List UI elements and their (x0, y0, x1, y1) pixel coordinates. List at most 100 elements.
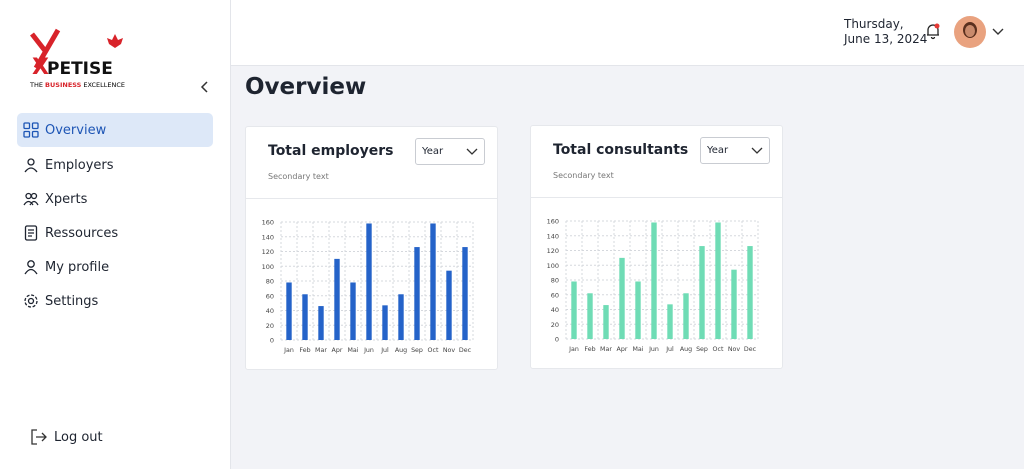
card-subtitle: Secondary text (268, 172, 329, 181)
nav-label: Overview (45, 122, 107, 138)
nav-label: My profile (45, 259, 110, 275)
nav-label: Settings (45, 293, 99, 309)
date: Thursday, June 13, 2024 (844, 17, 927, 47)
bar (398, 294, 404, 340)
chart: 0 20 40 60 80 100 120 140 160 Jan Feb Mar Apr Mai Jun J… (547, 218, 759, 353)
bar (430, 223, 436, 340)
x-tick-label: Jul (665, 346, 674, 353)
icon (23, 192, 39, 206)
date-line: June 13, 2024 (844, 32, 928, 46)
filter-select[interactable]: Year (700, 137, 770, 164)
divider (246, 198, 497, 199)
card-title: Total consultants (553, 142, 689, 158)
icon (24, 260, 38, 275)
user-menu[interactable] (954, 16, 1014, 50)
bar (571, 281, 577, 339)
filter-label: Year (707, 145, 729, 156)
chart: 0 20 40 60 80 100 120 140 160 Jan Feb Mar Apr Mai Jun J… (262, 219, 474, 354)
bar (667, 304, 673, 339)
page-title: Overview (245, 74, 367, 100)
collapse-button[interactable] (199, 80, 211, 94)
y-tick-label: 80 (551, 277, 559, 285)
header: Thursday, June 13, 2024 (231, 0, 1024, 66)
y-tick-label: 40 (266, 307, 274, 315)
icon (24, 225, 38, 241)
icon (24, 158, 38, 173)
notifications[interactable] (925, 22, 941, 40)
y-tick-label: 160 (262, 219, 274, 227)
tagline-start: THE (29, 81, 43, 89)
x-tick-label: Nov (443, 347, 456, 354)
nav-item[interactable]: My profile (17, 250, 213, 284)
bar (731, 269, 737, 339)
bar (635, 281, 641, 339)
logo-name: PETISE (47, 59, 113, 79)
bar (619, 257, 625, 339)
y-tick-label: 0 (555, 336, 559, 344)
bar (414, 247, 420, 340)
bar (318, 306, 324, 340)
x-tick-label: Oct (428, 347, 439, 354)
x-tick-label: Feb (299, 347, 310, 354)
chevron (751, 147, 763, 154)
bar (747, 246, 753, 339)
x-tick-label: Mar (600, 346, 612, 353)
bar (603, 305, 609, 339)
x-tick-label: Mai (347, 347, 358, 354)
nav-label: Xperts (45, 191, 88, 207)
x-tick-label: Mar (315, 347, 327, 354)
card-subtitle: Secondary text (553, 171, 614, 180)
x-tick-label: Aug (395, 347, 407, 354)
nav-label: Employers (45, 157, 114, 173)
y-tick-label: 100 (547, 262, 559, 270)
nav-item[interactable]: Ressources (17, 216, 213, 250)
x-tick-label: Jul (380, 347, 389, 354)
x-tick-label: Sep (696, 346, 708, 353)
nav-item[interactable]: Employers (17, 148, 213, 182)
y-tick-label: 140 (547, 232, 559, 240)
logout[interactable]: Log out (24, 420, 220, 454)
nav-item[interactable]: Xperts (17, 182, 213, 216)
bar (286, 282, 292, 340)
x-tick-label: Feb (584, 346, 595, 353)
card-title: Total employers (268, 143, 394, 159)
y-tick-label: 140 (262, 233, 274, 241)
icon (24, 294, 38, 308)
x-tick-label: Dec (459, 347, 472, 354)
filter-select[interactable]: Year (415, 138, 485, 165)
x-tick-label: Oct (713, 346, 724, 353)
bar (587, 293, 593, 339)
y-tick-label: 20 (551, 321, 559, 329)
tagline-end: EXCELLENCE (83, 81, 125, 89)
icon (31, 429, 47, 445)
bar (446, 270, 452, 340)
y-tick-label: 60 (266, 292, 274, 300)
chart-card: Total consultants Secondary text Year 0 20 40… (530, 125, 783, 369)
logo-tagline: THE BUSINESS EXCELLENCE (29, 81, 125, 89)
y-tick-label: 160 (547, 218, 559, 226)
y-tick-label: 100 (262, 263, 274, 271)
bar (382, 305, 388, 340)
nav-label: Ressources (45, 225, 119, 241)
logout-label: Log out (54, 429, 103, 445)
date-line: Thursday, (844, 17, 904, 31)
bar (366, 223, 372, 340)
bar (715, 222, 721, 339)
y-tick-label: 120 (262, 248, 274, 256)
x-tick-label: Apr (617, 346, 628, 353)
bar (350, 282, 356, 340)
chevron (466, 148, 478, 155)
bar (699, 246, 705, 339)
y-tick-label: 40 (551, 306, 559, 314)
x-tick-label: Jan (283, 347, 294, 354)
y-tick-label: 0 (270, 337, 274, 345)
sidebar: X PETISE THE BUSINESS EXCELLENCE Overvie… (0, 0, 231, 469)
x-tick-label: Dec (744, 346, 757, 353)
bar (651, 222, 657, 339)
bar (302, 294, 308, 340)
nav-item[interactable]: Settings (17, 284, 213, 318)
nav-item[interactable]: Overview (17, 113, 213, 147)
logo: X PETISE THE BUSINESS EXCELLENCE (29, 28, 125, 89)
